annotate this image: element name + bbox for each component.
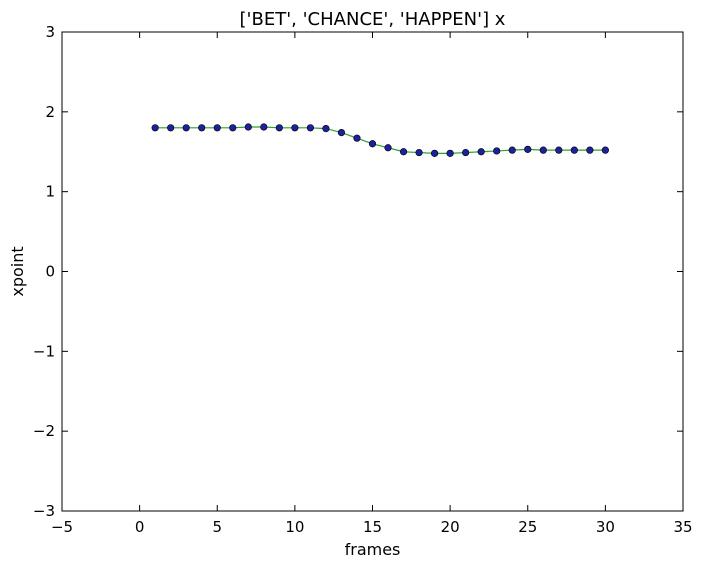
data-point [524, 145, 532, 153]
y-tick-label: −1 [33, 342, 55, 360]
data-point [322, 124, 330, 133]
y-tick-label: −3 [33, 502, 55, 520]
data-point [213, 124, 221, 132]
y-axis-label: xpoint [8, 246, 27, 296]
data-point [384, 144, 392, 152]
series-layer [151, 123, 609, 157]
data-point [477, 148, 485, 156]
x-tick-label: 0 [135, 518, 145, 536]
data-point [415, 148, 423, 157]
data-point [260, 123, 268, 131]
y-tick-label: 1 [45, 183, 55, 201]
data-point [353, 134, 361, 142]
data-point [291, 124, 299, 132]
data-point [275, 124, 283, 132]
data-point [446, 149, 454, 157]
data-point [601, 146, 609, 154]
data-point [462, 148, 470, 157]
data-point [570, 146, 578, 154]
data-point [586, 146, 594, 154]
y-tick-label: −2 [33, 422, 55, 440]
chart-title: ['BET', 'CHANCE', 'HAPPEN'] x [240, 9, 506, 30]
x-tick-label: 5 [212, 518, 222, 536]
data-point [306, 124, 315, 132]
x-tick-label: 10 [285, 518, 304, 536]
x-tick-label: 25 [518, 518, 537, 536]
data-point [368, 140, 377, 148]
x-tick-label: 15 [363, 518, 382, 536]
x-tick-label: 35 [673, 518, 692, 536]
data-point [151, 124, 159, 132]
y-tick-label: 3 [45, 23, 55, 41]
y-tick-label: 0 [45, 263, 55, 281]
data-point [555, 146, 563, 154]
data-point [229, 124, 237, 132]
ticks-layer: −5 0 5 10 15 20 25 30 35 −3 −2 −1 0 1 2 3 [33, 23, 693, 536]
data-point [539, 146, 547, 154]
data-point [431, 149, 439, 157]
data-point [167, 124, 175, 132]
x-tick-label: −5 [51, 518, 73, 536]
data-point [244, 123, 252, 131]
plot-area-frame [61, 31, 684, 512]
y-tick-label: 2 [45, 103, 55, 121]
data-point [508, 146, 516, 154]
data-point [399, 148, 408, 156]
data-point [337, 128, 346, 137]
data-point [182, 124, 190, 132]
x-axis-label: frames [345, 540, 401, 559]
data-point [493, 147, 501, 155]
x-tick-label: 30 [596, 518, 615, 536]
x-tick-label: 20 [441, 518, 460, 536]
data-point [198, 124, 206, 132]
